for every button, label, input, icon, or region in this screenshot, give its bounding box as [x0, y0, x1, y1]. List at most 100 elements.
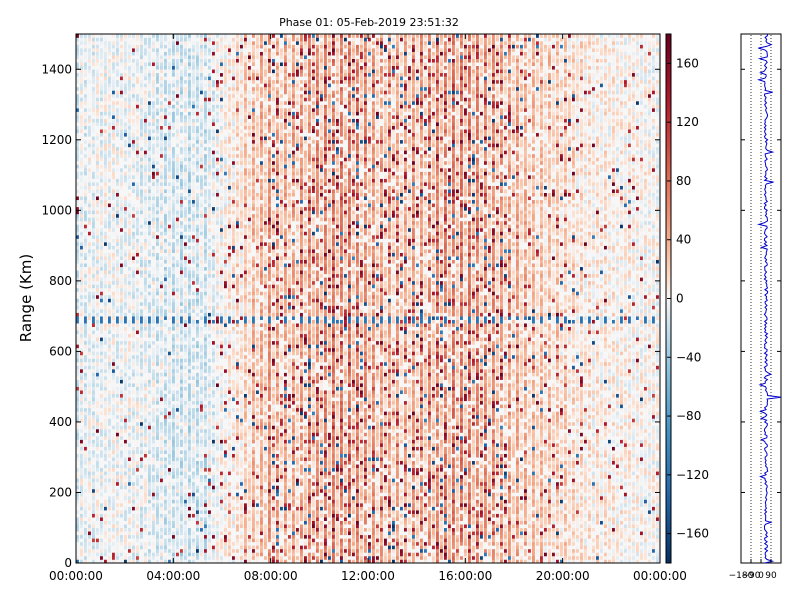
heatmap-cell: [184, 178, 187, 183]
heatmap-cell: [140, 34, 143, 38]
heatmap-cell: [172, 217, 175, 222]
heatmap-cell: [176, 510, 179, 514]
heatmap-cell: [148, 439, 151, 444]
heatmap-cell: [100, 164, 103, 169]
heatmap-cell: [172, 171, 175, 176]
heatmap-cell: [112, 541, 115, 546]
heatmap-cell: [120, 37, 123, 42]
heatmap-cell: [196, 436, 199, 440]
heatmap-cell: [132, 192, 135, 197]
heatmap-cell: [132, 213, 135, 218]
heatmap-cell: [168, 302, 171, 306]
heatmap-column: [188, 34, 191, 564]
heatmap-cell: [112, 506, 115, 511]
heatmap-cell: [128, 111, 131, 116]
heatmap-cell: [152, 460, 155, 465]
heatmap-cell: [144, 467, 147, 472]
heatmap-cell: [156, 439, 159, 444]
heatmap-cell: [104, 443, 107, 447]
heatmap-cell: [136, 259, 139, 264]
heatmap-cell: [140, 457, 143, 462]
heatmap-cell: [96, 139, 99, 144]
heatmap-cell: [104, 171, 107, 176]
heatmap-cell: [140, 559, 143, 564]
heatmap-cell: [196, 453, 199, 458]
heatmap-cell: [180, 390, 183, 395]
heatmap-cell: [196, 354, 199, 359]
heatmap-cell: [104, 499, 107, 504]
heatmap-cell: [160, 210, 163, 215]
heatmap-cell: [176, 44, 179, 49]
heatmap-cell: [164, 414, 167, 419]
heatmap-cell: [188, 104, 191, 109]
heatmap-cell: [184, 51, 187, 56]
heatmap-cell: [128, 115, 131, 119]
heatmap-cell: [164, 48, 167, 52]
heatmap-cell: [116, 168, 119, 172]
heatmap-cell: [200, 432, 203, 437]
heatmap-cell: [124, 309, 127, 313]
heatmap-cell: [88, 93, 91, 98]
heatmap-cell: [200, 326, 203, 331]
heatmap-cell: [164, 531, 167, 536]
heatmap-cell: [184, 273, 187, 278]
heatmap-cell: [184, 538, 187, 543]
heatmap-cell: [152, 312, 155, 317]
heatmap-cell: [152, 263, 155, 268]
heatmap-cell: [176, 397, 179, 402]
heatmap-cell: [184, 397, 187, 402]
heatmap-cell: [80, 302, 83, 306]
heatmap-cell: [180, 344, 183, 349]
heatmap-cell: [148, 418, 151, 423]
heatmap-cell: [184, 488, 187, 493]
heatmap-cell: [168, 510, 171, 514]
heatmap-cell: [168, 340, 171, 345]
heatmap-cell: [148, 65, 151, 70]
heatmap-cell: [152, 390, 155, 395]
heatmap-cell: [168, 446, 171, 451]
heatmap-cell: [180, 160, 183, 165]
heatmap-cell: [128, 62, 131, 67]
heatmap-cell: [76, 72, 79, 77]
heatmap-cell: [176, 90, 179, 95]
heatmap-cell: [200, 115, 203, 119]
heatmap-cell: [108, 210, 111, 215]
heatmap-cell: [168, 189, 171, 193]
heatmap-cell: [120, 404, 123, 409]
heatmap-cell: [144, 93, 147, 98]
heatmap-cell: [120, 291, 123, 296]
heatmap-cell: [92, 139, 95, 144]
heatmap-cell: [120, 238, 123, 243]
heatmap-cell: [92, 436, 95, 440]
heatmap-cell: [164, 517, 167, 521]
heatmap-cell: [204, 450, 207, 454]
heatmap-cell: [156, 510, 159, 514]
heatmap-cell: [148, 485, 151, 490]
heatmap-cell: [164, 37, 167, 42]
heatmap-cell: [120, 86, 123, 91]
heatmap-cell: [188, 545, 191, 550]
heatmap-cell: [148, 358, 151, 363]
heatmap-cell: [96, 379, 99, 384]
heatmap-cell: [140, 58, 143, 63]
heatmap-cell: [156, 132, 159, 137]
heatmap-cell: [92, 185, 95, 190]
heatmap-cell: [116, 478, 119, 483]
heatmap-cell: [192, 323, 195, 328]
heatmap-cell: [180, 520, 183, 525]
heatmap-cell: [180, 182, 183, 186]
heatmap-cell: [84, 428, 87, 433]
heatmap-cell: [176, 414, 179, 419]
heatmap-cell: [176, 97, 179, 102]
heatmap-cell: [116, 464, 119, 469]
heatmap-cell: [80, 196, 83, 201]
heatmap-column: [136, 34, 139, 564]
heatmap-cell: [188, 192, 191, 197]
heatmap-cell: [184, 330, 187, 335]
heatmap-cell: [116, 305, 119, 310]
heatmap-cell: [152, 495, 155, 500]
heatmap-cell: [92, 418, 95, 423]
heatmap-cell: [148, 196, 151, 201]
heatmap-cell: [84, 93, 87, 98]
heatmap-cell: [144, 386, 147, 391]
